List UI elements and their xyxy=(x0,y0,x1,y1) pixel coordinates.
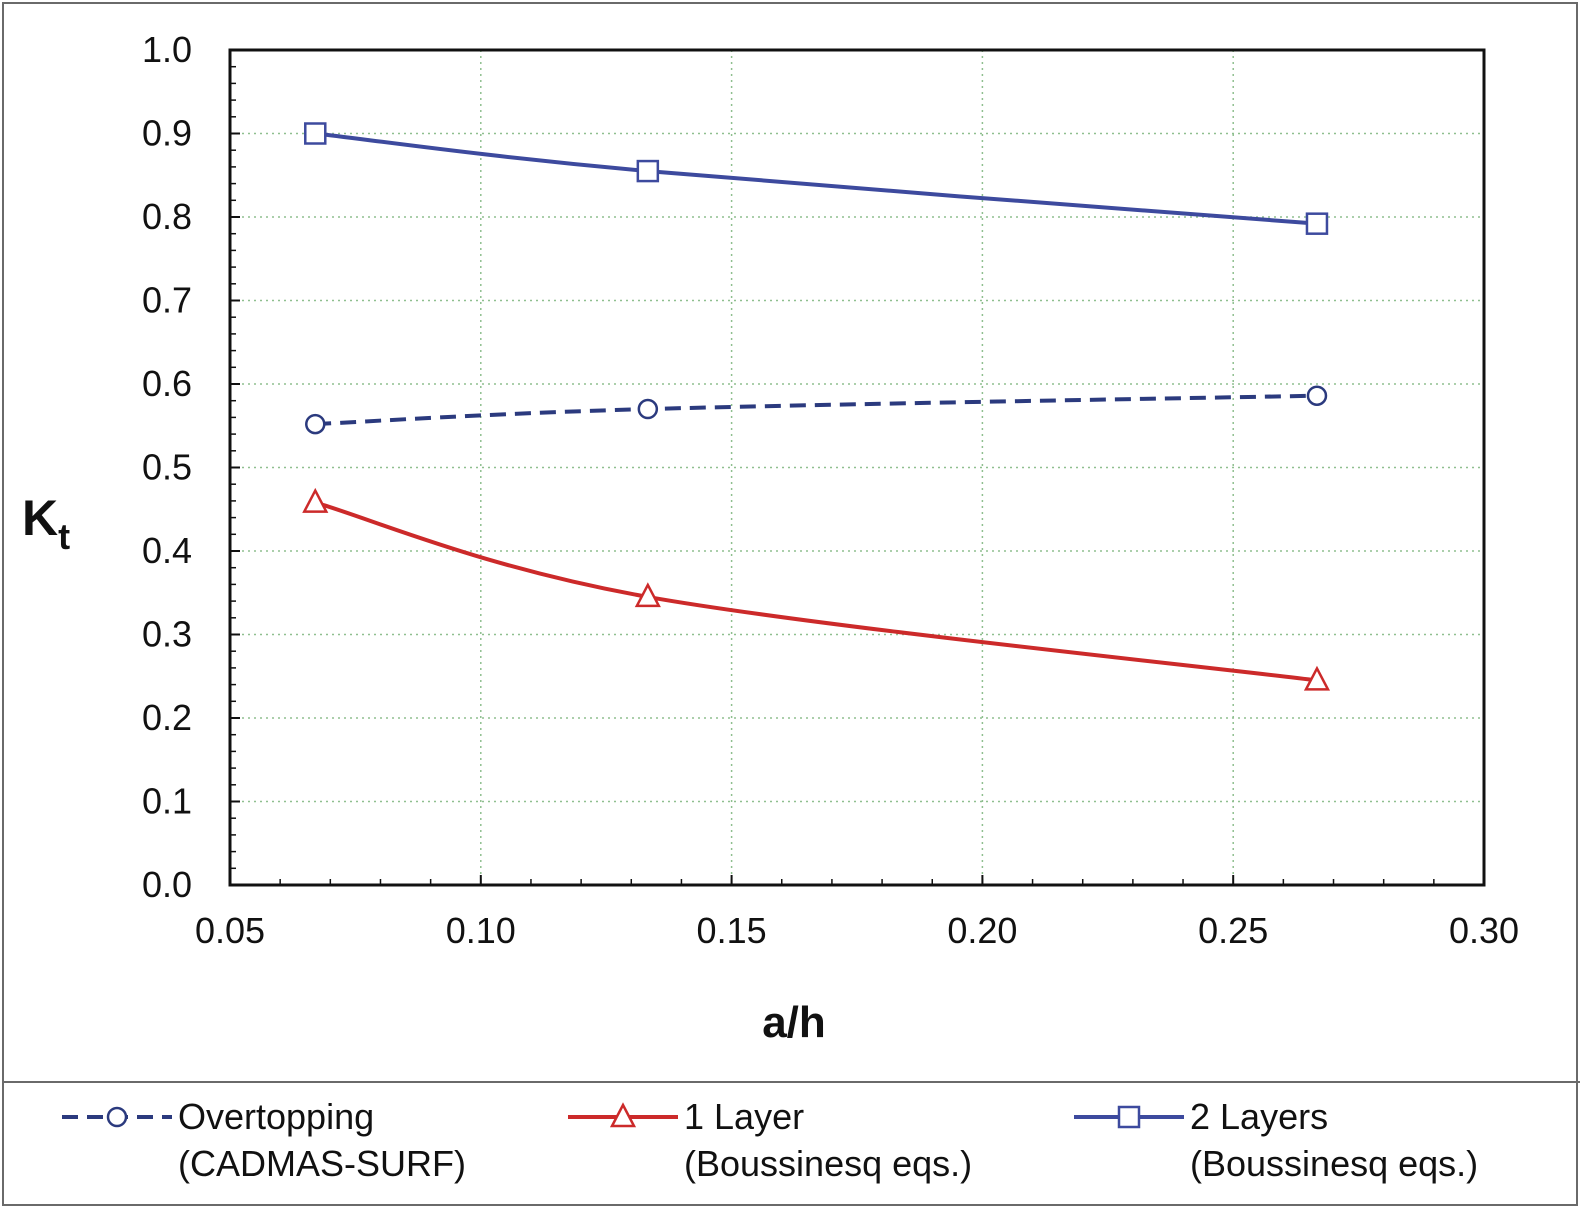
series-line xyxy=(315,131,1318,226)
x-tick-label: 0.15 xyxy=(697,910,767,951)
x-tick-label: 0.10 xyxy=(446,910,516,951)
x-axis-label: a/h xyxy=(762,998,826,1047)
series-triangle xyxy=(302,487,1331,691)
x-tick-label: 0.20 xyxy=(947,910,1017,951)
minor-ticks xyxy=(229,49,1485,886)
legend-item-triangle: 1 Layer (Boussinesq eqs.) xyxy=(568,1096,972,1184)
y-axis-label-subscript: t xyxy=(58,516,70,557)
y-tick-label: 0.1 xyxy=(142,781,192,822)
y-tick-label: 0.8 xyxy=(142,196,192,237)
x-tick-label: 0.05 xyxy=(195,910,265,951)
triangle-marker xyxy=(634,582,661,608)
square-marker xyxy=(1305,212,1329,235)
y-tick-label: 0.5 xyxy=(142,447,192,488)
grid xyxy=(230,50,1484,885)
plot-area-border xyxy=(228,48,1486,887)
series-line xyxy=(314,500,1318,683)
circle-marker xyxy=(305,413,326,435)
legend-label: 1 Layer xyxy=(684,1096,804,1137)
triangle-marker xyxy=(609,1102,637,1128)
series-square xyxy=(304,122,1329,235)
legend-label-line2: (CADMAS-SURF) xyxy=(178,1143,466,1184)
circle-marker xyxy=(637,398,659,420)
series-lines xyxy=(302,122,1331,691)
x-tick-label: 0.25 xyxy=(1198,910,1268,951)
y-axis-label-main: K xyxy=(22,490,58,546)
y-tick-label: 0.4 xyxy=(142,530,192,571)
y-tick-label: 0.3 xyxy=(142,614,192,655)
triangle-marker xyxy=(302,487,329,513)
x-axis-ticks: 0.05 0.10 0.15 0.20 0.25 0.30 xyxy=(195,875,1519,951)
legend-label: Overtopping xyxy=(178,1096,374,1137)
y-tick-label: 0.0 xyxy=(142,864,192,905)
legend: Overtopping (CADMAS-SURF) 1 Layer (Boussine… xyxy=(62,1096,1478,1184)
y-tick-label: 0.2 xyxy=(142,697,192,738)
circle-marker xyxy=(106,1106,128,1128)
y-axis-ticks: 0.0 0.1 0.2 0.3 0.4 0.5 0.6 0.7 0.8 0.9 1.0 xyxy=(142,29,240,905)
square-marker xyxy=(1117,1105,1141,1129)
square-marker xyxy=(636,159,660,183)
series-line xyxy=(315,393,1318,427)
legend-label-line2: (Boussinesq eqs.) xyxy=(1190,1143,1478,1184)
legend-label-line2: (Boussinesq eqs.) xyxy=(684,1143,972,1184)
series-circle xyxy=(305,385,1328,435)
y-tick-label: 0.6 xyxy=(142,363,192,404)
triangle-marker xyxy=(1303,665,1331,691)
y-tick-label: 0.9 xyxy=(142,113,192,154)
legend-item-circle: Overtopping (CADMAS-SURF) xyxy=(62,1096,466,1184)
y-tick-label: 0.7 xyxy=(142,280,192,321)
x-tick-label: 0.30 xyxy=(1449,910,1519,951)
circle-marker xyxy=(1306,385,1328,406)
legend-label: 2 Layers xyxy=(1190,1096,1328,1137)
legend-item-square: 2 Layers (Boussinesq eqs.) xyxy=(1074,1096,1478,1184)
square-marker xyxy=(304,122,327,145)
y-tick-label: 1.0 xyxy=(142,29,192,70)
y-axis-label: Kt xyxy=(22,490,70,557)
